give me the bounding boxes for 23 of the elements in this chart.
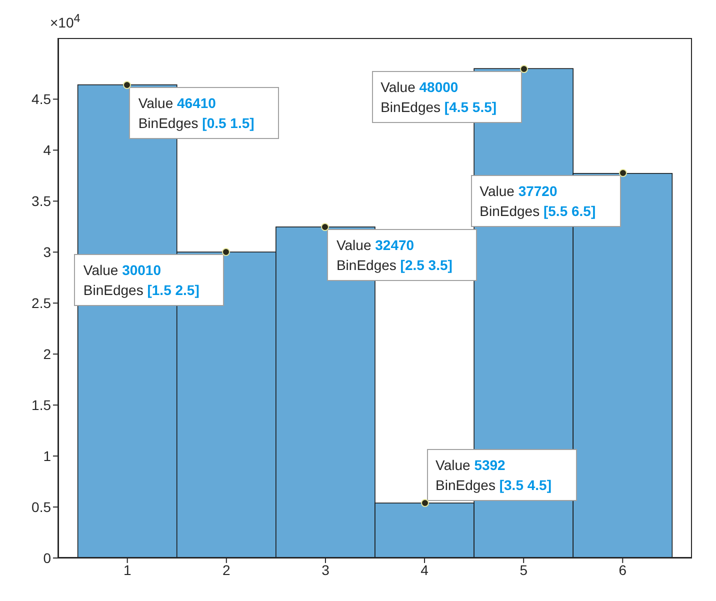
y-tick-label: 4 xyxy=(43,142,52,158)
text: ×10$^{4}$ xyxy=(50,12,80,31)
annotation: Value 46410 BinEdges [0.5 1.5] xyxy=(138,94,254,131)
y-tick-label: 4.5 xyxy=(32,91,52,108)
annotation: Value 37720 BinEdges [5.5 6.5] xyxy=(480,183,596,220)
annotation: Value 30010 BinEdges [1.5 2.5] xyxy=(83,262,200,298)
y-tick-label: 3.5 xyxy=(32,193,52,210)
annotation: Value 32470 BinEdges [2.5 3.5] xyxy=(336,236,452,273)
y-tick-label: 2.5 xyxy=(32,295,52,312)
x-tick-label: 5 xyxy=(520,562,528,578)
annotation: Value 5392 BinEdges [3.5 4.5] xyxy=(436,457,552,494)
y-tick-label: 1 xyxy=(43,448,52,464)
y-tick-label: 1.5 xyxy=(32,397,52,414)
x-tick-label: 2 xyxy=(222,562,231,578)
x-tick-label: 3 xyxy=(322,562,330,578)
y-tick-label: 2 xyxy=(43,346,52,362)
y-tick-label: 0 xyxy=(43,550,52,566)
y-tick-label: 3 xyxy=(43,244,52,260)
x-tick-label: 4 xyxy=(420,562,429,578)
y-tick-label: 0.5 xyxy=(32,498,52,515)
annotation: Value 48000 BinEdges [4.5 5.5] xyxy=(380,78,497,115)
x-tick-label: 6 xyxy=(618,562,627,578)
x-tick-label: 1 xyxy=(123,562,132,578)
